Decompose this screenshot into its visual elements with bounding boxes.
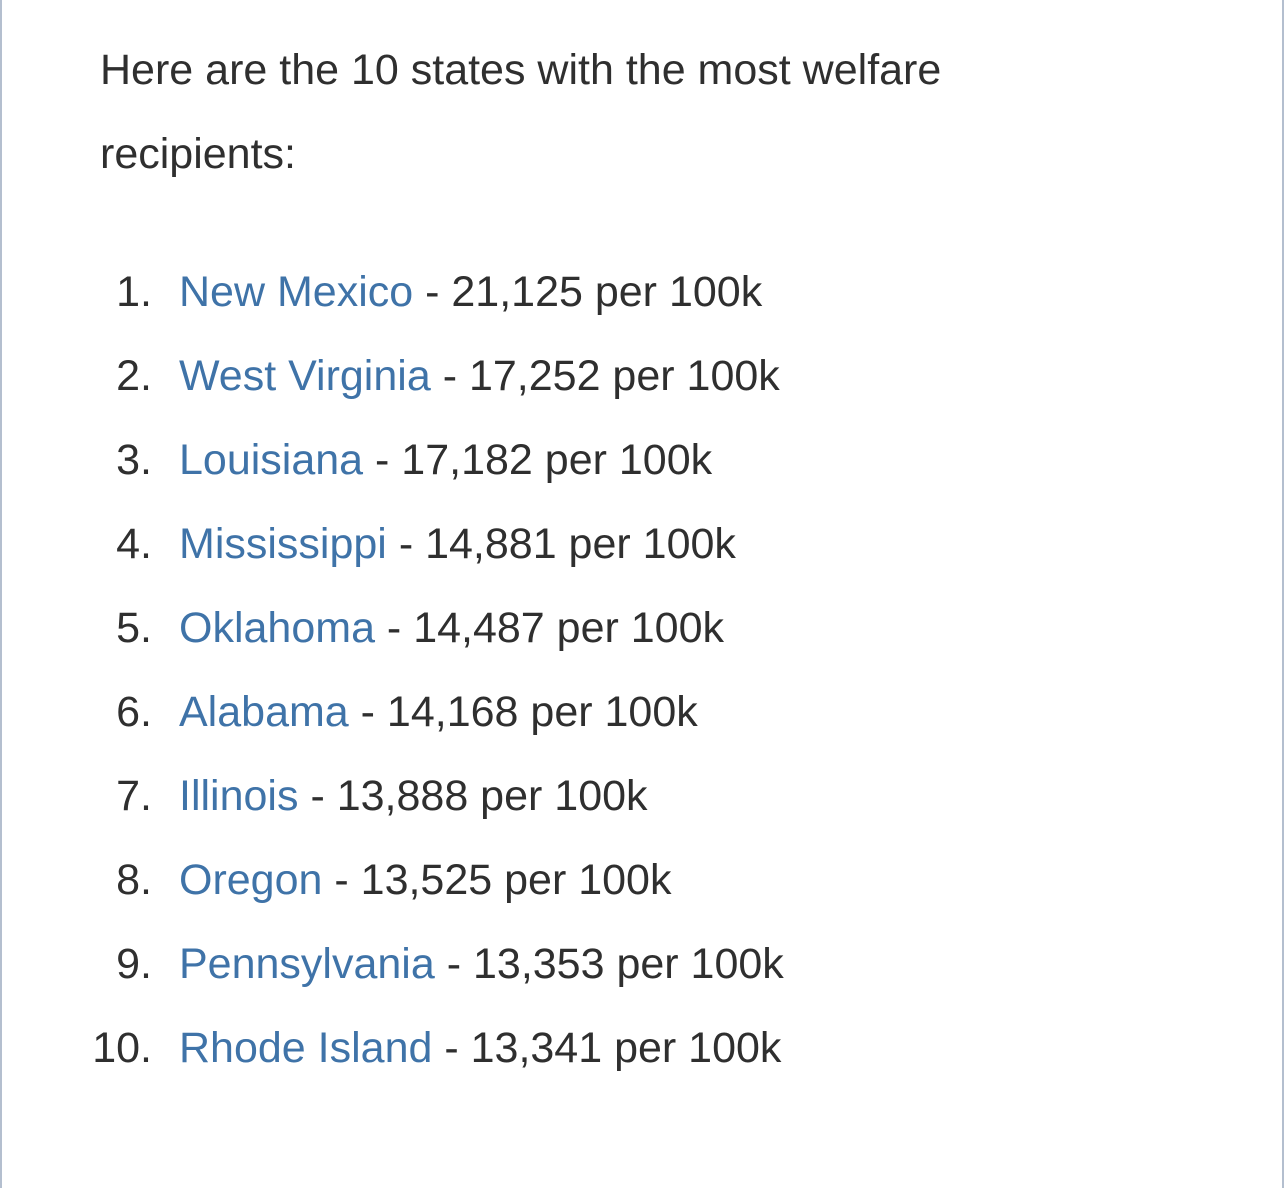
list-item-number: 10. [92,1024,152,1072]
list-item-number: 6. [116,688,152,736]
state-link-alabama[interactable]: Alabama [179,688,349,736]
state-value: - 13,888 per 100k [298,772,648,820]
state-link-illinois[interactable]: Illinois [179,772,299,820]
state-link-rhode-island[interactable]: Rhode Island [179,1024,433,1072]
list-item-number: 2. [116,352,152,400]
list-item-body: Illinois - 13,888 per 100k [179,754,648,838]
list-item-number: 1. [116,268,152,316]
message-content: Here are the 10 states with the most wel… [92,28,1200,1072]
list-item-body: Pennsylvania - 13,353 per 100k [179,922,784,1006]
list-item-body: Oregon - 13,525 per 100k [179,838,671,922]
list-item-number: 3. [116,436,152,484]
state-value: - 17,182 per 100k [363,436,713,484]
state-link-pennsylvania[interactable]: Pennsylvania [179,940,435,988]
state-value: - 17,252 per 100k [430,352,780,400]
state-value: - 14,881 per 100k [386,520,736,568]
list-item-number: 7. [116,772,152,820]
list-item-body: New Mexico - 21,125 per 100k [179,250,762,334]
state-value: - 13,525 per 100k [322,856,672,904]
right-border [1282,0,1284,1188]
list-item-body: West Virginia - 17,252 per 100k [179,334,780,418]
state-link-louisiana[interactable]: Louisiana [179,436,364,484]
intro-text: Here are the 10 states with the most wel… [100,46,942,178]
state-value: - 13,353 per 100k [434,940,784,988]
state-link-oklahoma[interactable]: Oklahoma [179,604,375,652]
list-item-number: 8. [116,856,152,904]
state-value: - 21,125 per 100k [413,268,763,316]
state-link-west-virginia[interactable]: West Virginia [179,352,431,400]
left-border [0,0,2,1188]
list-item-number: 5. [116,604,152,652]
state-link-mississippi[interactable]: Mississippi [179,520,387,568]
state-value: - 14,487 per 100k [374,604,725,652]
list-item-number: 9. [116,940,152,988]
list-item-body: Rhode Island - 13,341 per 100k [179,1006,781,1090]
state-link-oregon[interactable]: Oregon [179,856,323,904]
state-value: - 13,341 per 100k [432,1024,782,1072]
list-item-body: Oklahoma - 14,487 per 100k [179,586,724,670]
state-link-new-mexico[interactable]: New Mexico [179,268,414,316]
list-item-body: Alabama - 14,168 per 100k [179,670,698,754]
list-item-number: 4. [116,520,152,568]
state-value: - 14,168 per 100k [348,688,698,736]
list-item-body: Mississippi - 14,881 per 100k [179,502,736,586]
list-item-body: Louisiana - 17,182 per 100k [179,418,712,502]
